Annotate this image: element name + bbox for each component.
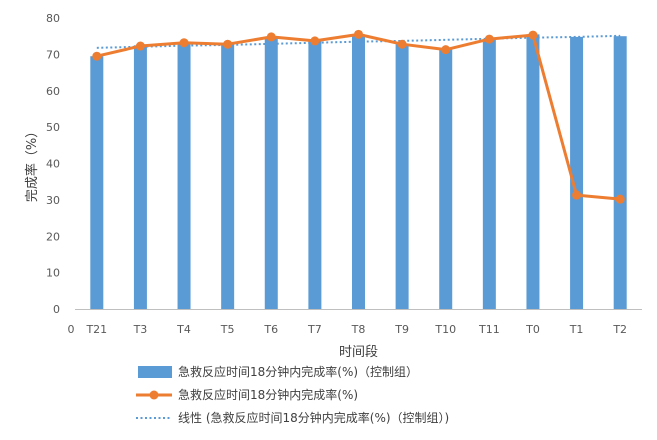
bar <box>613 36 627 309</box>
line-series <box>92 29 625 204</box>
x-tick-label: T4 <box>176 323 191 336</box>
bar <box>482 39 496 309</box>
x-axis-title: 时间段 <box>339 345 378 360</box>
legend-label: 急救反应时间18分钟内完成率(%)（控制组） <box>178 364 418 379</box>
line-point <box>397 39 407 49</box>
legend-item: 急救反应时间18分钟内完成率(%) <box>136 387 358 402</box>
x-tick-label: T1 <box>569 323 584 336</box>
legend-item: 线性 (急救反应时间18分钟内完成率(%)（控制组）) <box>136 410 449 425</box>
bar <box>221 43 235 310</box>
x-tick-label: T0 <box>525 323 540 336</box>
bar <box>264 36 278 309</box>
bar <box>526 34 540 310</box>
x-axis-ticks: T21 T3 T4 T5 T6 T7 T8 T9 T10 T11 T0 T1 T2 <box>85 323 627 336</box>
bar-series <box>90 34 627 310</box>
x-tick-label: T11 <box>478 323 500 336</box>
legend-item: 急救反应时间18分钟内完成率(%)（控制组） <box>138 364 418 379</box>
y-tick-label: 40 <box>46 158 60 171</box>
x-tick-label: T3 <box>133 323 148 336</box>
y-tick-label: 50 <box>46 121 60 134</box>
line-point <box>354 29 363 39</box>
y-tick-label: 60 <box>46 85 60 98</box>
y-tick-label: 20 <box>46 230 60 243</box>
bar <box>133 45 147 309</box>
line-point <box>135 41 145 51</box>
y-tick-label: 10 <box>46 267 60 280</box>
bar <box>177 42 191 310</box>
x-tick-label: T8 <box>351 323 366 336</box>
x-tick-label: T2 <box>612 323 627 336</box>
legend-label: 线性 (急救反应时间18分钟内完成率(%)（控制组）) <box>178 410 449 425</box>
line-point <box>484 34 494 44</box>
x-origin-label: 0 <box>68 323 75 336</box>
legend: 急救反应时间18分钟内完成率(%)（控制组） 急救反应时间18分钟内完成率(%) 线… <box>136 364 449 425</box>
x-tick-label: T5 <box>220 323 235 336</box>
y-axis-title: 完成率（%） <box>24 125 40 202</box>
line-point <box>223 39 233 49</box>
line-point <box>572 190 582 200</box>
x-tick-label: T7 <box>307 323 322 336</box>
y-tick-label: 80 <box>46 12 60 25</box>
line-point <box>441 45 451 55</box>
line-point <box>310 36 320 46</box>
line-point <box>92 51 102 61</box>
line-point <box>266 32 276 42</box>
bar <box>90 56 104 309</box>
bar <box>308 40 322 310</box>
bar <box>352 34 365 310</box>
legend-swatch-bar <box>138 366 172 378</box>
legend-swatch-marker <box>149 390 159 400</box>
x-tick-label: T10 <box>434 323 456 336</box>
line-point <box>615 194 625 204</box>
bar <box>570 36 584 309</box>
bar <box>439 48 453 309</box>
x-tick-label: T9 <box>394 323 409 336</box>
y-tick-label: 30 <box>46 194 60 207</box>
bar <box>395 44 409 309</box>
y-axis-ticks: 0 10 20 30 40 50 60 70 80 <box>46 12 60 316</box>
line-point <box>179 38 189 48</box>
x-tick-label: T6 <box>263 323 278 336</box>
y-tick-label: 70 <box>46 48 60 61</box>
line-point <box>528 30 538 40</box>
y-tick-label: 0 <box>53 303 60 316</box>
legend-label: 急救反应时间18分钟内完成率(%) <box>178 387 358 402</box>
x-tick-label: T21 <box>85 323 107 336</box>
